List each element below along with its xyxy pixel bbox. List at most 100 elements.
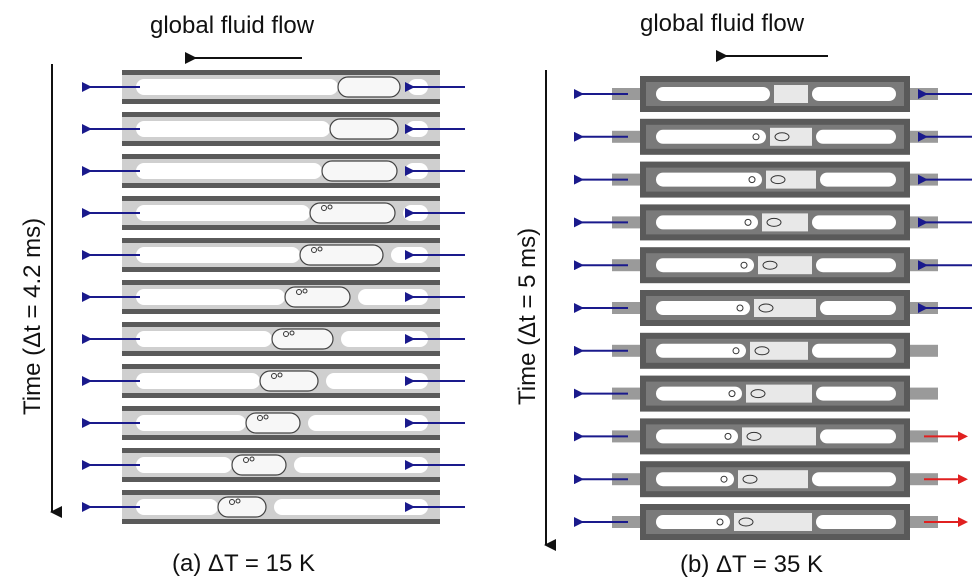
liquid-slug bbox=[136, 331, 272, 347]
microbubble bbox=[754, 346, 770, 356]
liquid-slug bbox=[136, 499, 218, 515]
vapour-slug bbox=[812, 215, 896, 230]
microbubble bbox=[742, 474, 758, 484]
microbubble bbox=[257, 415, 263, 421]
liquid-slug bbox=[136, 205, 310, 221]
microbubble bbox=[732, 347, 740, 355]
microbubble bbox=[283, 331, 289, 337]
microbubble bbox=[766, 217, 782, 227]
microbubble bbox=[271, 373, 277, 379]
panel-a-time-label: Time (Δt = 4.2 ms) bbox=[19, 218, 46, 415]
microbubble bbox=[758, 303, 774, 313]
nucleation-zone bbox=[754, 299, 816, 317]
microbubble bbox=[296, 289, 302, 295]
liquid-slug bbox=[136, 247, 300, 263]
vapour-bubble bbox=[271, 328, 334, 350]
microbubble bbox=[263, 414, 269, 420]
frame bbox=[574, 118, 972, 155]
vapour-slug bbox=[656, 386, 742, 401]
outlet-tube bbox=[908, 344, 938, 357]
vapour-slug bbox=[816, 258, 896, 273]
vapour-bubble bbox=[245, 412, 301, 434]
vapour-slug bbox=[656, 301, 750, 315]
frame bbox=[82, 364, 465, 398]
frame bbox=[82, 154, 465, 188]
frame bbox=[574, 247, 972, 284]
microbubble bbox=[302, 288, 308, 294]
outlet-tube bbox=[908, 516, 938, 528]
vapour-bubble bbox=[299, 244, 384, 266]
liquid-slug bbox=[136, 373, 260, 389]
panel-b: global fluid flow Time (Δt = 5 ms) (b) Δ… bbox=[514, 10, 972, 578]
vapour-slug bbox=[656, 515, 730, 529]
microbubble bbox=[774, 132, 790, 142]
microbubble bbox=[750, 389, 766, 399]
frame bbox=[82, 322, 465, 356]
microbubble bbox=[744, 218, 752, 226]
frame bbox=[82, 490, 465, 524]
panel-a-frames bbox=[82, 70, 465, 524]
nucleation-zone bbox=[746, 384, 812, 403]
outlet-tube bbox=[908, 387, 938, 400]
frame bbox=[574, 461, 968, 498]
frame bbox=[574, 375, 938, 412]
panel-a-flow-label: global fluid flow bbox=[150, 12, 315, 39]
vapour-slug bbox=[656, 87, 770, 101]
frame bbox=[574, 332, 938, 369]
liquid-slug bbox=[326, 373, 428, 389]
vapour-bubble bbox=[217, 496, 267, 518]
microbubble bbox=[720, 475, 728, 483]
microbubble bbox=[746, 431, 762, 441]
vapour-bubble bbox=[329, 118, 399, 140]
frame bbox=[574, 76, 972, 112]
vapour-slug bbox=[820, 429, 896, 444]
vapour-slug bbox=[656, 172, 762, 187]
vapour-bubble bbox=[259, 370, 319, 392]
vapour-slug bbox=[656, 215, 758, 230]
panel-b-flow-label: global fluid flow bbox=[640, 10, 805, 37]
liquid-slug bbox=[136, 289, 285, 305]
frame bbox=[82, 280, 465, 314]
vapour-bubble bbox=[231, 454, 287, 476]
vapour-slug bbox=[656, 343, 746, 358]
microbubble bbox=[327, 204, 333, 210]
microbubble bbox=[235, 498, 241, 504]
microbubble bbox=[736, 304, 744, 312]
vapour-slug bbox=[820, 301, 896, 315]
outlet-tube bbox=[908, 473, 938, 486]
vapour-slug bbox=[816, 386, 896, 401]
vapour-slug bbox=[816, 515, 896, 529]
microbubble bbox=[249, 456, 255, 462]
microbubble bbox=[748, 176, 756, 184]
nucleation-zone bbox=[758, 256, 812, 275]
nucleation-zone bbox=[742, 427, 816, 446]
vapour-slug bbox=[656, 429, 738, 444]
vapour-slug bbox=[812, 87, 896, 101]
frame bbox=[82, 238, 465, 272]
nucleation-zone bbox=[770, 127, 812, 146]
vapour-bubble bbox=[337, 76, 401, 98]
nucleation-zone bbox=[738, 470, 808, 489]
liquid-slug bbox=[308, 415, 428, 431]
frame bbox=[82, 196, 465, 230]
microbubble bbox=[724, 432, 732, 440]
liquid-slug bbox=[136, 121, 330, 137]
microbubble bbox=[728, 390, 736, 398]
microbubble bbox=[311, 247, 317, 253]
nucleation-zone bbox=[766, 170, 816, 189]
microbubble bbox=[229, 499, 235, 505]
microbubble bbox=[716, 518, 724, 526]
microbubble bbox=[740, 261, 748, 269]
vapour-slug bbox=[656, 258, 754, 273]
microbubble bbox=[752, 133, 760, 141]
liquid-slug bbox=[136, 163, 322, 179]
frame bbox=[574, 418, 968, 455]
nucleation-zone bbox=[750, 341, 808, 360]
vapour-slug bbox=[812, 472, 896, 487]
panel-a-caption: (a) ΔT = 15 K bbox=[172, 550, 315, 577]
frame bbox=[82, 112, 465, 146]
outlet-tube bbox=[908, 430, 938, 443]
vapour-slug bbox=[656, 129, 766, 144]
liquid-slug bbox=[136, 415, 246, 431]
